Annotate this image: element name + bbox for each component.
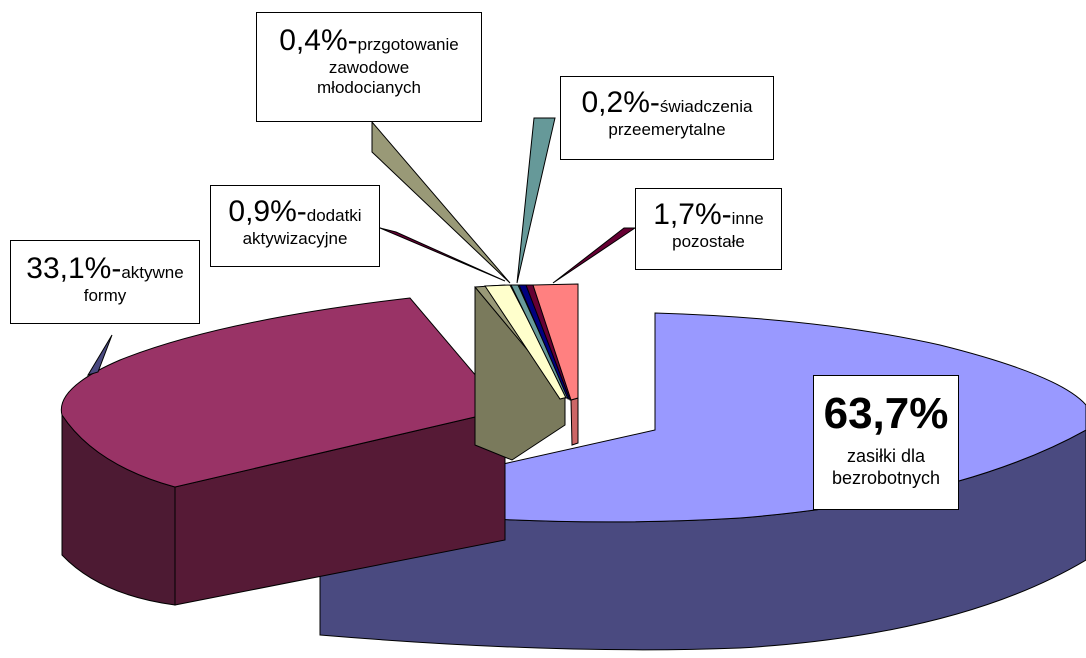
label-przygot-t2: zawodowe bbox=[328, 58, 410, 78]
label-main-line2: bezrobotnych bbox=[831, 467, 941, 488]
label-aktywne-pct: 33,1%- bbox=[26, 252, 122, 285]
label-przygot-t1: przgotowanie bbox=[357, 35, 459, 54]
label-dodatki-pct: 0,9%- bbox=[228, 195, 307, 228]
label-inne: 1,7%-inne pozostałe bbox=[635, 188, 782, 270]
label-inne-pct: 1,7%- bbox=[653, 198, 732, 231]
label-dodatki-t2: aktywizacyjne bbox=[242, 229, 348, 249]
label-inne-t1: inne bbox=[731, 209, 764, 228]
label-przygot-pct: 0,4%- bbox=[279, 24, 358, 57]
leader-przygot bbox=[371, 120, 511, 284]
label-aktywne-t1: aktywne bbox=[121, 263, 184, 282]
label-main: 63,7% zasiłki dla bezrobotnych bbox=[813, 375, 959, 510]
label-przygot-t3: młodocianych bbox=[317, 78, 421, 98]
label-swiadcz-pct: 0,2%- bbox=[581, 86, 660, 119]
label-dodatki: 0,9%-dodatki aktywizacyjne bbox=[210, 185, 380, 267]
leader-aktywne bbox=[86, 334, 113, 376]
leader-swiadcz bbox=[516, 117, 556, 284]
label-swiadcz-t1: świadczenia bbox=[659, 97, 753, 116]
label-main-pct: 63,7% bbox=[823, 389, 949, 438]
label-aktywne: 33,1%-aktywne formy bbox=[10, 240, 200, 324]
label-swiadcz: 0,2%-świadczenia przeemerytalne bbox=[560, 76, 774, 160]
label-przygot: 0,4%-przgotowanie zawodowe młodocianych bbox=[256, 12, 482, 122]
slice-inne bbox=[532, 283, 579, 401]
label-dodatki-t1: dodatki bbox=[306, 206, 362, 225]
label-aktywne-t2: formy bbox=[83, 286, 127, 306]
leader-dodatki bbox=[379, 227, 506, 282]
slice-front-inne bbox=[570, 397, 579, 446]
label-inne-t2: pozostałe bbox=[672, 232, 745, 252]
leader-inne bbox=[552, 227, 637, 284]
label-main-line1: zasiłki dla bbox=[846, 446, 926, 467]
label-swiadcz-t2: przeemerytalne bbox=[608, 120, 726, 140]
